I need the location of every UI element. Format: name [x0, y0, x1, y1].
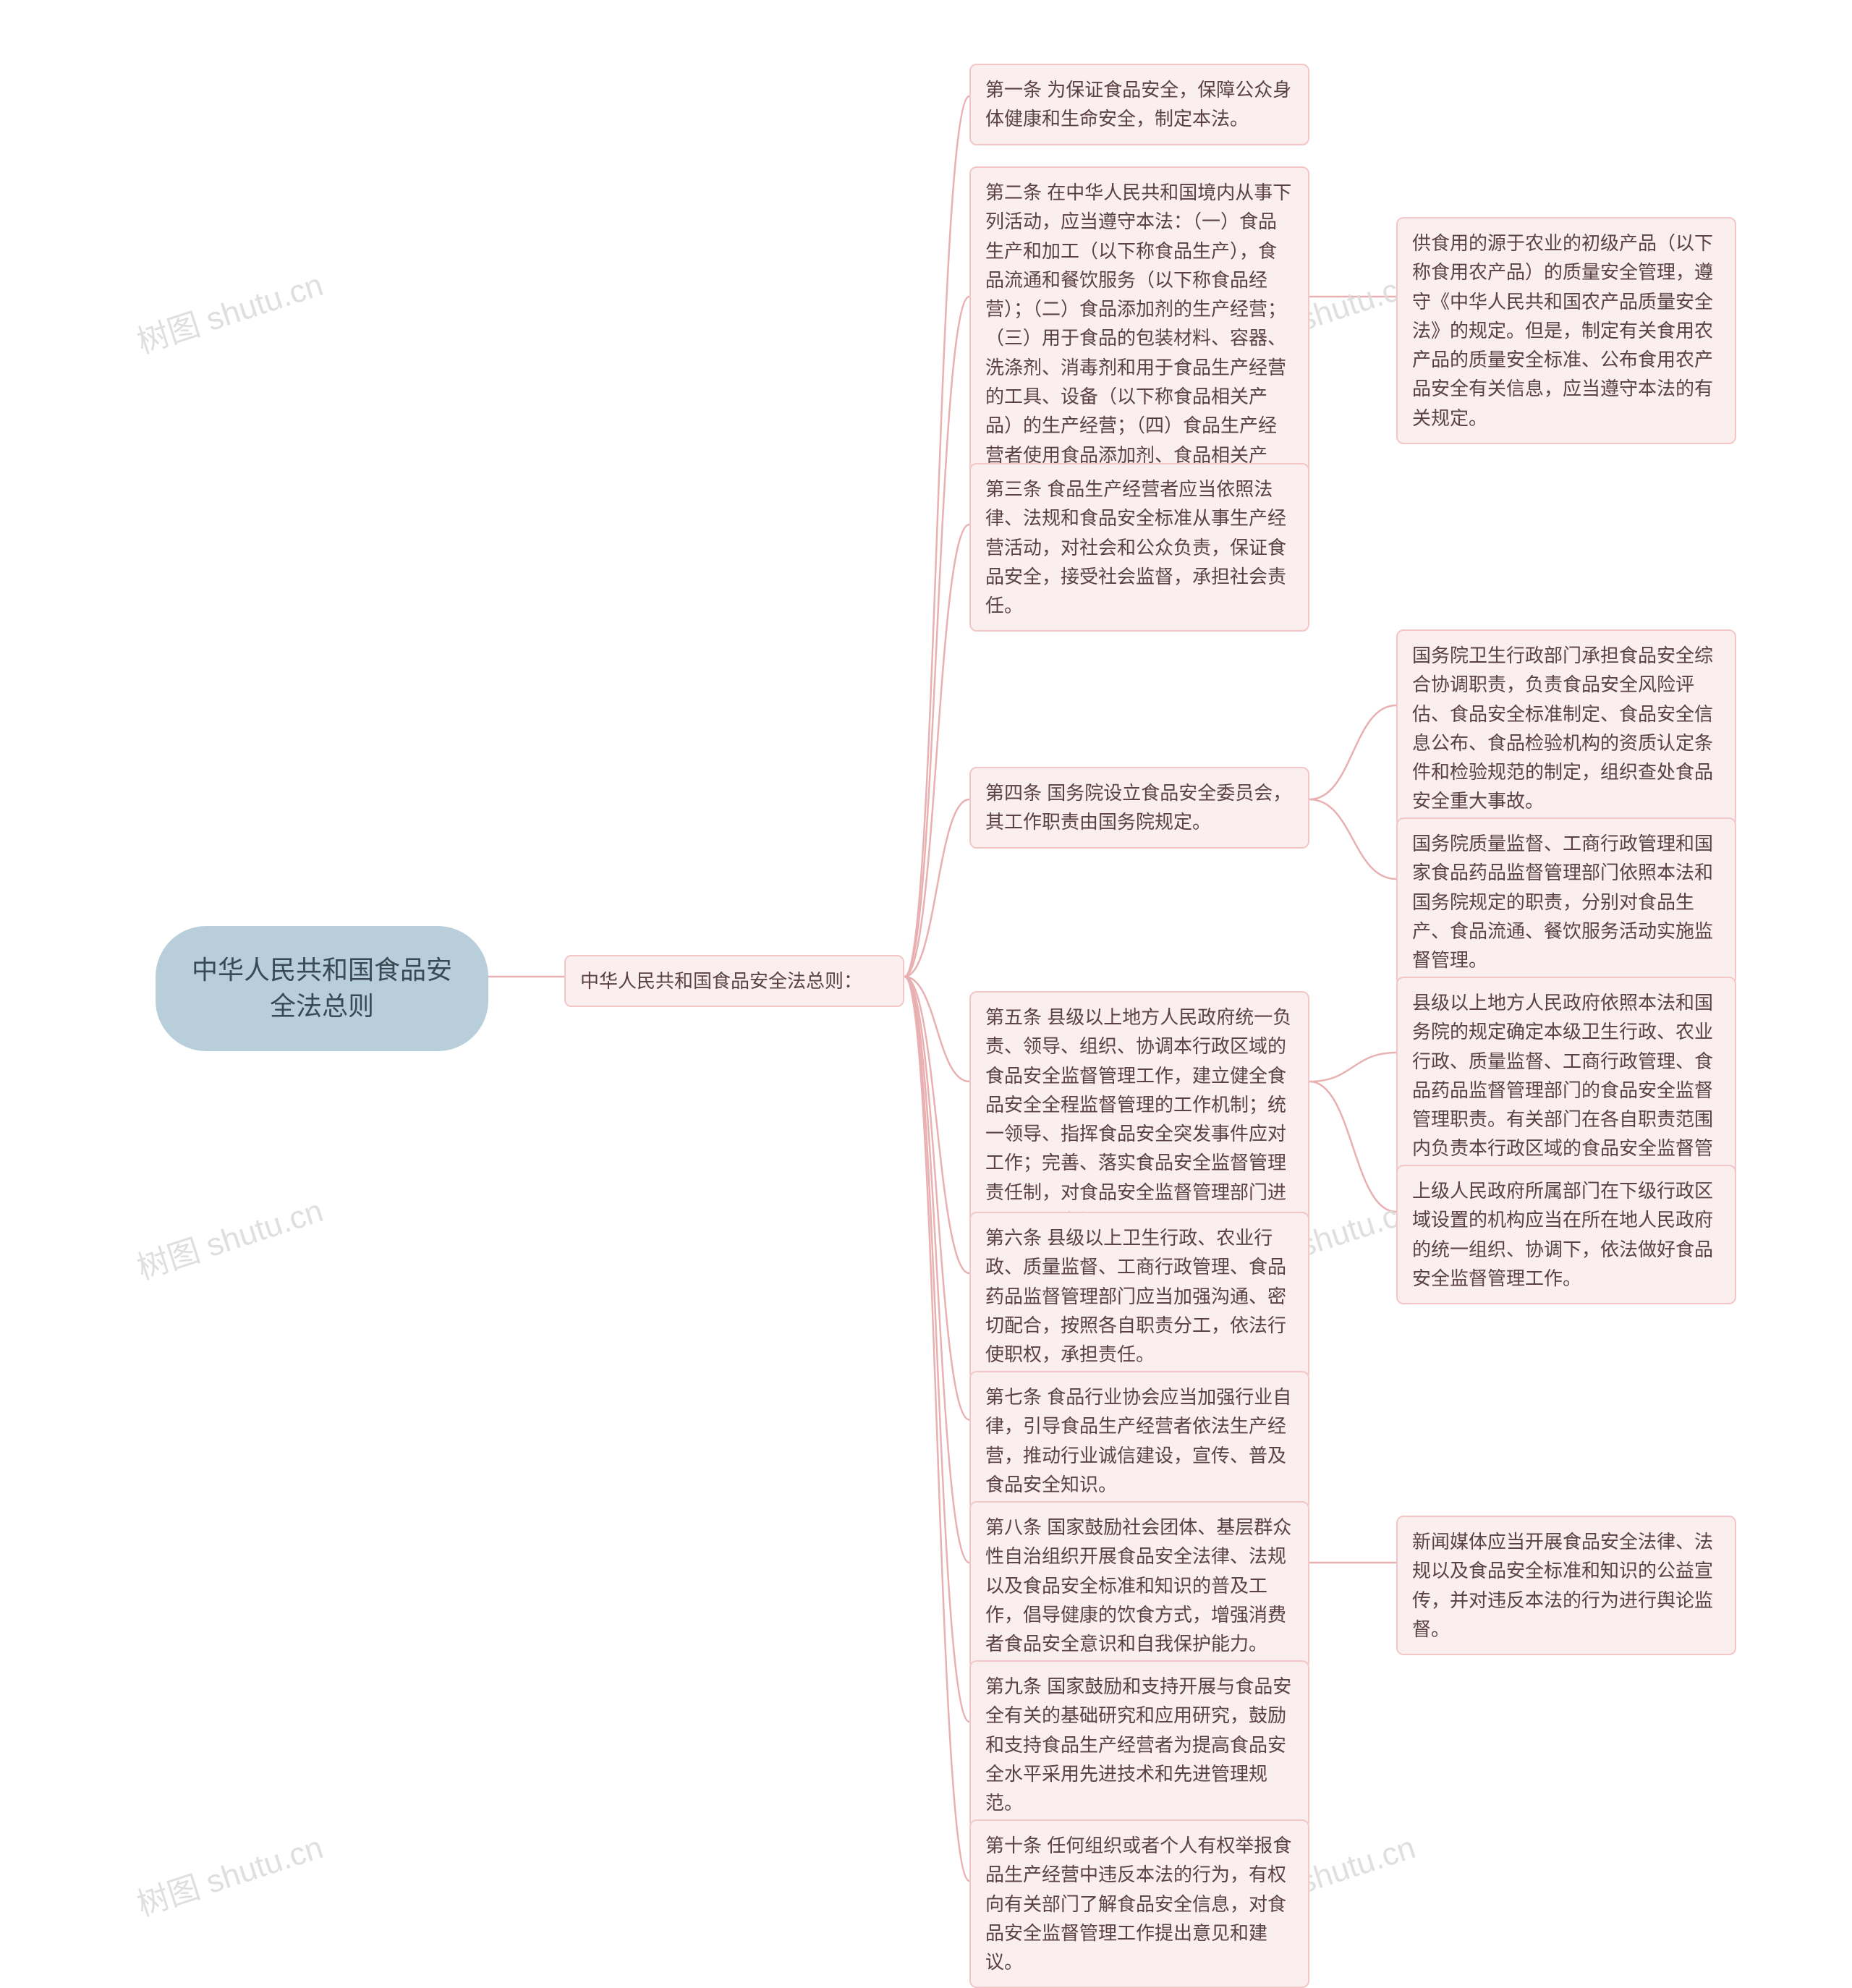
article-node: 第七条 食品行业协会应当加强行业自律，引导食品生产经营者依法生产经营，推动行业诚…: [969, 1371, 1309, 1511]
article-node: 第五条 县级以上地方人民政府统一负责、领导、组织、协调本行政区域的食品安全监督管…: [969, 991, 1309, 1247]
watermark: 树图 shutu.cn: [130, 1822, 328, 1925]
article-child-node: 国务院质量监督、工商行政管理和国家食品药品监督管理部门依照本法和国务院规定的职责…: [1396, 817, 1736, 986]
level1-node: 中华人民共和国食品安全法总则：: [564, 955, 904, 1007]
article-node: 第六条 县级以上卫生行政、农业行政、质量监督、工商行政管理、食品药品监督管理部门…: [969, 1212, 1309, 1380]
article-child-node: 供食用的源于农业的初级产品（以下称食用农产品）的质量安全管理，遵守《中华人民共和…: [1396, 217, 1736, 444]
article-node: 第八条 国家鼓励社会团体、基层群众性自治组织开展食品安全法律、法规以及食品安全标…: [969, 1501, 1309, 1670]
root-node: 中华人民共和国食品安全法总则: [156, 926, 488, 1051]
article-child-node: 上级人民政府所属部门在下级行政区域设置的机构应当在所在地人民政府的统一组织、协调…: [1396, 1165, 1736, 1304]
article-node: 第十条 任何组织或者个人有权举报食品生产经营中违反本法的行为，有权向有关部门了解…: [969, 1819, 1309, 1988]
article-node: 第九条 国家鼓励和支持开展与食品安全有关的基础研究和应用研究，鼓励和支持食品生产…: [969, 1660, 1309, 1829]
watermark: 树图 shutu.cn: [130, 259, 328, 362]
article-child-node: 国务院卫生行政部门承担食品安全综合协调职责，负责食品安全风险评估、食品安全标准制…: [1396, 629, 1736, 828]
watermark: 树图 shutu.cn: [130, 1185, 328, 1288]
article-node: 第四条 国务院设立食品安全委员会，其工作职责由国务院规定。: [969, 767, 1309, 849]
article-child-node: 新闻媒体应当开展食品安全法律、法规以及食品安全标准和知识的公益宣传，并对违反本法…: [1396, 1516, 1736, 1655]
article-node: 第一条 为保证食品安全，保障公众身体健康和生命安全，制定本法。: [969, 64, 1309, 145]
article-node: 第三条 食品生产经营者应当依照法律、法规和食品安全标准从事生产经营活动，对社会和…: [969, 463, 1309, 632]
